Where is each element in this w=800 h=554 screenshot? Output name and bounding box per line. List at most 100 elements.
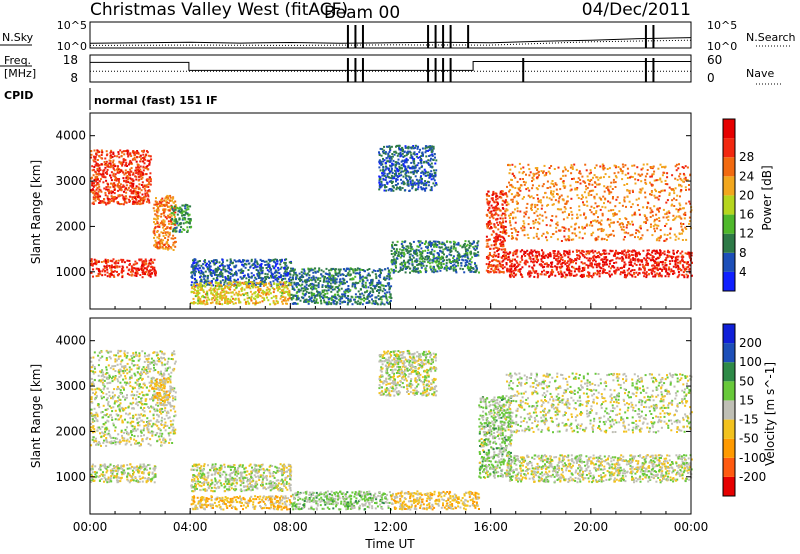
scatter-cell: [309, 278, 312, 281]
scatter-cell: [414, 259, 417, 262]
scatter-cell: [311, 288, 314, 291]
scatter-cell: [160, 231, 163, 234]
scatter-cell: [507, 256, 510, 258]
scatter-cell: [252, 297, 255, 300]
scatter-cell: [654, 250, 657, 253]
scatter-cell: [190, 271, 193, 274]
scatter-cell: [473, 271, 476, 273]
scatter-cell: [433, 153, 436, 156]
scatter-cell: [143, 261, 146, 264]
scatter-cell: [175, 205, 178, 208]
scatter-cell: [168, 231, 171, 234]
scatter-cell: [499, 209, 502, 212]
scatter-cell: [428, 164, 431, 166]
scatter-cell: [226, 264, 229, 267]
scatter-cell: [150, 178, 152, 181]
scatter-cell: [553, 257, 556, 260]
scatter-cell: [255, 269, 258, 271]
scatter-cell: [613, 266, 616, 269]
scatter-cell: [497, 224, 500, 226]
scatter-cell: [128, 198, 130, 201]
scatter-cell: [374, 299, 377, 302]
scatter-cell: [110, 190, 113, 193]
scatter-cell: [320, 295, 323, 298]
scatter-cell: [432, 255, 435, 257]
scatter-cell: [94, 197, 97, 200]
scatter-cell: [265, 293, 268, 296]
scatter-cell: [138, 183, 141, 186]
scatter-cell: [198, 301, 201, 303]
scatter-cell: [408, 253, 411, 256]
scatter-cell: [417, 186, 420, 189]
scatter-cell: [330, 290, 333, 293]
scatter-cell: [440, 266, 443, 269]
scatter-cell: [296, 302, 299, 305]
scatter-cell: [126, 259, 129, 262]
scatter-cell: [492, 255, 495, 258]
scatter-cell: [338, 289, 341, 292]
scatter-cell: [476, 253, 479, 256]
scatter-cell: [474, 252, 477, 255]
scatter-cell: [448, 253, 451, 256]
scatter-cell: [654, 274, 657, 277]
scatter-cell: [145, 200, 148, 203]
scatter-cell: [426, 258, 429, 261]
scatter-cell: [395, 145, 397, 148]
scatter-cell: [180, 226, 183, 229]
scatter-cell: [400, 252, 403, 255]
scatter-cell: [203, 278, 206, 281]
scatter-cell: [488, 219, 491, 222]
scatter-cell: [464, 246, 467, 249]
scatter-cell: [210, 275, 213, 277]
scatter-cell: [112, 161, 114, 164]
scatter-cell: [312, 277, 315, 280]
scatter-cell: [386, 291, 389, 294]
scatter-cell: [377, 286, 380, 288]
scatter-cell: [292, 278, 294, 281]
scatter-cell: [193, 281, 196, 284]
scatter-cell: [147, 178, 150, 181]
scatter-cell: [288, 291, 291, 294]
scatter-cell: [219, 281, 222, 284]
scatter-cell: [111, 184, 114, 187]
scatter-cell: [94, 260, 97, 263]
scatter-cell: [215, 277, 218, 279]
scatter-cell: [268, 264, 271, 267]
scatter-cell: [300, 271, 303, 274]
scatter-cell: [220, 298, 223, 301]
scatter-cell: [213, 271, 216, 274]
scatter-cell: [135, 175, 138, 178]
scatter-cell: [255, 266, 258, 269]
scatter-cell: [323, 299, 326, 302]
scatter-cell: [280, 275, 282, 278]
scatter-cell: [200, 278, 203, 281]
scatter-cell: [464, 254, 467, 257]
scatter-cell: [421, 255, 424, 258]
scatter-cell: [116, 171, 119, 174]
scatter-cell: [99, 273, 102, 276]
scatter-cell: [264, 284, 267, 287]
scatter-cell: [97, 190, 100, 193]
scatter-cell: [502, 220, 505, 223]
scatter-cell: [104, 176, 107, 179]
scatter-cell: [378, 154, 381, 156]
scatter-cell: [577, 267, 580, 270]
scatter-cell: [383, 149, 386, 152]
scatter-cell: [401, 244, 404, 247]
scatter-cell: [509, 273, 512, 276]
scatter-cell: [320, 302, 323, 305]
scatter-cell: [324, 285, 327, 288]
scatter-cell: [492, 247, 495, 250]
scatter-cell: [428, 181, 431, 184]
scatter-cell: [394, 166, 397, 169]
scatter-cell: [288, 292, 291, 295]
scatter-cell: [137, 200, 140, 203]
scatter-cell: [148, 182, 151, 185]
scatter-cell: [424, 170, 427, 173]
scatter-cell: [432, 253, 435, 256]
scatter-cell: [145, 260, 148, 263]
scatter-cell: [653, 260, 656, 263]
scatter-cell: [303, 300, 306, 303]
scatter-cell: [123, 190, 125, 193]
scatter-cell: [173, 205, 176, 208]
